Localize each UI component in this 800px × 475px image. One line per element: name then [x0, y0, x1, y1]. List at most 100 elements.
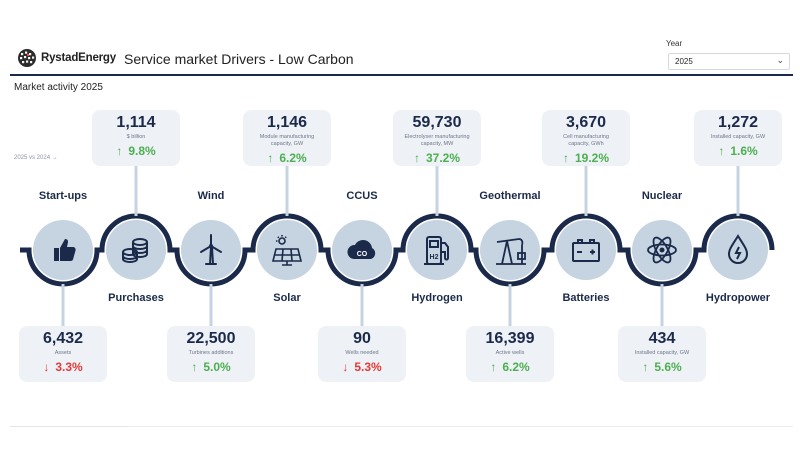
kpi-change-value: 5.6% — [654, 360, 682, 374]
kpi-change: ↑ 37.2% — [393, 151, 481, 165]
kpi-subtitle: Active wells — [495, 350, 525, 356]
kpi-value: 90 — [353, 330, 371, 347]
kpi-subtitle: Module manufacturing capacity, GW — [259, 134, 315, 147]
node-label: Nuclear — [641, 190, 683, 202]
arrow-up-icon: ↑ — [116, 144, 123, 158]
kpi-value: 1,272 — [717, 114, 759, 131]
hydrogen-pump-icon: H2 — [424, 236, 449, 265]
year-dropdown-value: 2025 — [675, 57, 693, 66]
kpi-value: 6,432 — [42, 330, 84, 347]
arrow-up-icon: ↑ — [562, 151, 569, 165]
node-label: CCUS — [346, 190, 378, 202]
logo-text: RystadEnergy — [41, 52, 116, 64]
kpi-change-value: 1.6% — [730, 144, 758, 158]
kpi-value: 22,500 — [186, 330, 236, 347]
arrow-up-icon: ↑ — [490, 360, 497, 374]
node-purchases[interactable] — [106, 220, 166, 280]
kpi-card: 16,399 Active wells ↑ 6.2% — [466, 326, 554, 382]
node-hydropower[interactable] — [708, 220, 768, 280]
kpi-change: ↑ 5.0% — [167, 360, 255, 374]
kpi-card: 1,272 Installed capacity, GW ↑ 1.6% — [694, 110, 782, 166]
kpi-card: 59,730 Electrolyser manufacturing capacit… — [393, 110, 481, 166]
arrow-up-icon: ↑ — [642, 360, 649, 374]
kpi-subtitle: Turbines additions — [188, 350, 234, 356]
kpi-change-value: 6.2% — [279, 151, 307, 165]
arrow-down-icon: ↓ — [43, 360, 50, 374]
section-title: Market activity 2025 — [14, 82, 103, 93]
kpi-card: 6,432 Assets ↓ 3.3% — [19, 326, 107, 382]
svg-text:CO: CO — [357, 251, 368, 258]
co2-cloud-icon: CO — [347, 240, 376, 259]
kpi-change-value: 5.0% — [203, 360, 231, 374]
kpi-change: ↓ 5.3% — [318, 360, 406, 374]
thumbs-up-icon — [54, 239, 76, 261]
wind-turbine-icon — [200, 234, 222, 265]
arrow-up-icon: ↑ — [413, 151, 420, 165]
kpi-change-value: 5.3% — [354, 360, 382, 374]
node-batteries[interactable] — [556, 220, 616, 280]
node-label: Purchases — [108, 292, 164, 304]
node-ccus[interactable]: CO — [332, 220, 392, 280]
kpi-change-value: 37.2% — [425, 151, 461, 165]
kpi-card: 22,500 Turbines additions ↑ 5.0% — [167, 326, 255, 382]
comparison-label: 2025 vs 2024 → — [14, 155, 58, 161]
pumpjack-icon — [496, 238, 526, 265]
kpi-change-value: 6.2% — [502, 360, 530, 374]
logo-globe-icon — [18, 49, 36, 67]
kpi-value: 434 — [648, 330, 676, 347]
header-divider — [10, 74, 793, 76]
arrow-up-icon: ↑ — [191, 360, 198, 374]
kpi-subtitle: $ billion — [126, 134, 146, 140]
solar-panel-icon — [271, 235, 303, 266]
kpi-change: ↑ 19.2% — [542, 151, 630, 165]
node-geothermal[interactable] — [480, 220, 540, 280]
page-title: Service market Drivers - Low Carbon — [124, 51, 354, 67]
kpi-change: ↑ 5.6% — [618, 360, 706, 374]
kpi-card: 1,114 $ billion ↑ 9.8% — [92, 110, 180, 166]
chevron-down-icon: ⌄ — [776, 55, 784, 65]
node-wind[interactable] — [181, 220, 241, 280]
year-filter-label: Year — [666, 39, 683, 48]
node-label: Hydropower — [705, 292, 771, 304]
kpi-subtitle: Assets — [54, 350, 72, 356]
kpi-value: 59,730 — [412, 114, 462, 131]
footer-divider — [10, 426, 128, 427]
kpi-value: 3,670 — [565, 114, 607, 131]
year-dropdown[interactable]: 2025 ⌄ — [668, 53, 790, 70]
node-label: Wind — [197, 190, 225, 202]
node-label: Solar — [273, 292, 301, 304]
kpi-value: 1,114 — [116, 114, 156, 131]
svg-text:H2: H2 — [430, 254, 439, 261]
kpi-change: ↓ 3.3% — [19, 360, 107, 374]
battery-icon — [572, 239, 600, 262]
node-start-ups[interactable] — [33, 220, 93, 280]
node-label: Geothermal — [479, 190, 541, 202]
timeline-path — [20, 213, 775, 287]
kpi-card: 90 Wells needed ↓ 5.3% — [318, 326, 406, 382]
kpi-value: 1,146 — [266, 114, 308, 131]
node-label: Batteries — [562, 292, 610, 304]
node-label: Start-ups — [38, 190, 88, 202]
kpi-change: ↑ 1.6% — [694, 144, 782, 158]
arrow-down-icon: ↓ — [342, 360, 349, 374]
arrow-up-icon: ↑ — [267, 151, 274, 165]
kpi-subtitle: Installed capacity, GW — [634, 350, 690, 356]
kpi-card: 434 Installed capacity, GW ↑ 5.6% — [618, 326, 706, 382]
node-solar[interactable] — [257, 220, 317, 280]
kpi-subtitle: Electrolyser manufacturing capacity, MW — [404, 134, 470, 147]
kpi-change-value: 3.3% — [55, 360, 83, 374]
node-nuclear[interactable] — [632, 220, 692, 280]
kpi-change-value: 19.2% — [574, 151, 610, 165]
kpi-change: ↑ 9.8% — [92, 144, 180, 158]
kpi-change-value: 9.8% — [128, 144, 156, 158]
arrow-up-icon: ↑ — [718, 144, 725, 158]
node-hydrogen[interactable]: H2 — [407, 220, 467, 280]
rystad-logo: RystadEnergy — [17, 48, 116, 68]
coins-icon — [122, 238, 148, 264]
kpi-change: ↑ 6.2% — [466, 360, 554, 374]
kpi-change: ↑ 6.2% — [243, 151, 331, 165]
kpi-card: 3,670 Cell manufacturing capacity, GWh ↑ 19… — [542, 110, 630, 166]
node-label: Hydrogen — [411, 292, 463, 304]
kpi-card: 1,146 Module manufacturing capacity, GW ↑ 6… — [243, 110, 331, 166]
